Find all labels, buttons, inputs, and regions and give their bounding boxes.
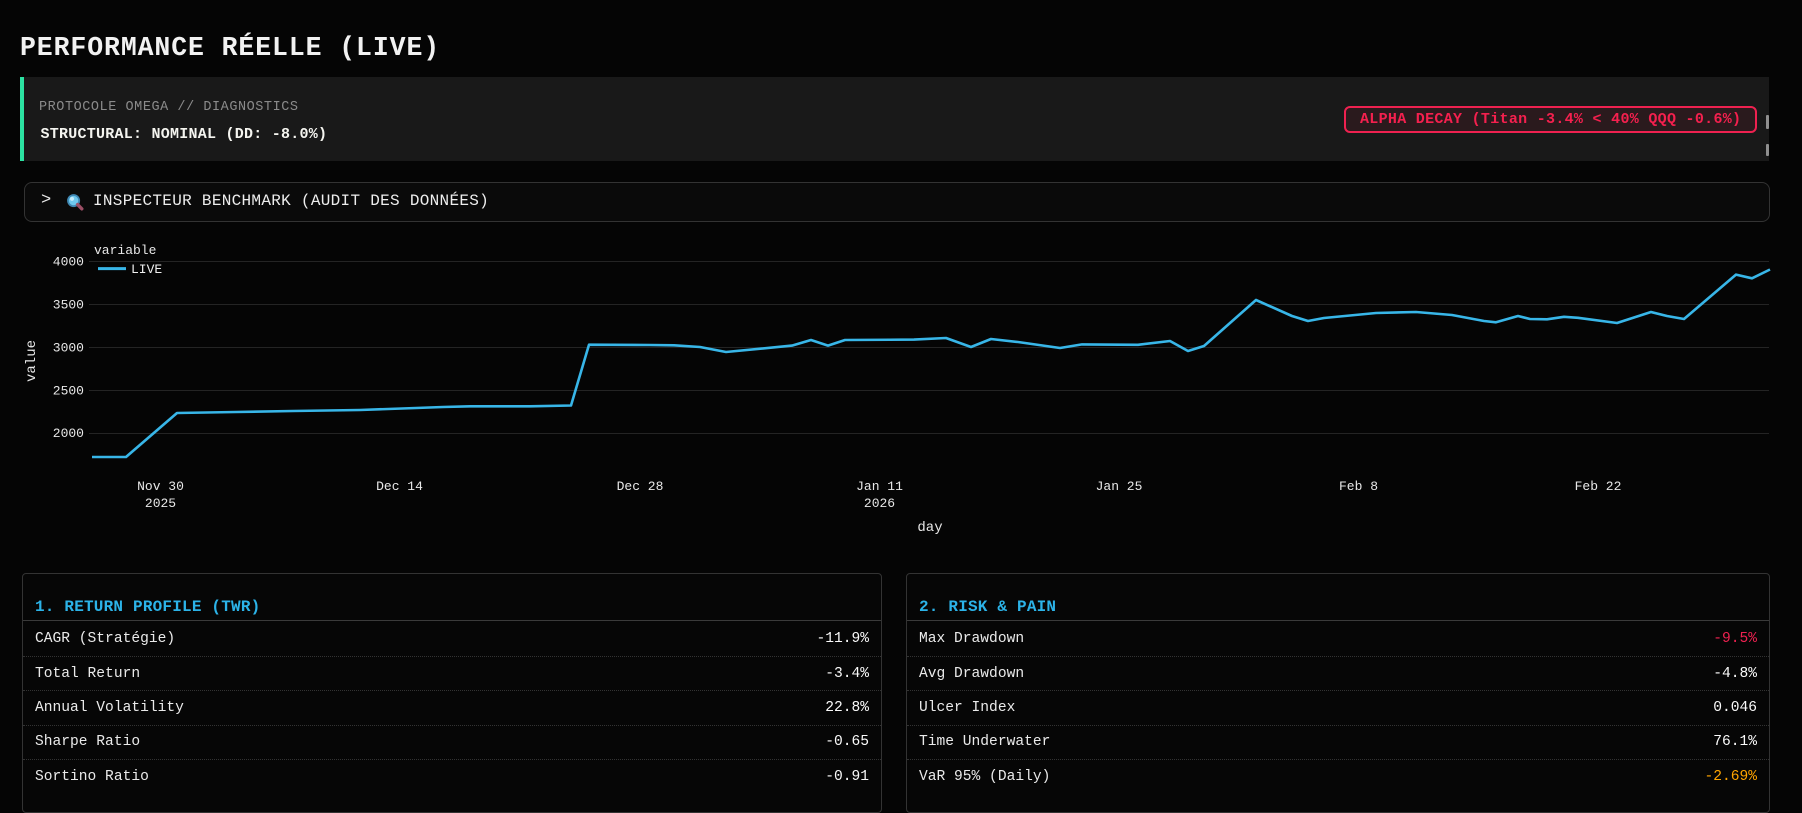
svg-text:2000: 2000 <box>53 426 84 441</box>
svg-text:4000: 4000 <box>53 255 84 270</box>
svg-text:2500: 2500 <box>53 383 84 398</box>
svg-text:Feb 8: Feb 8 <box>1339 479 1378 494</box>
svg-text:Dec 28: Dec 28 <box>617 479 664 494</box>
svg-text:2026: 2026 <box>864 496 895 511</box>
svg-text:LIVE: LIVE <box>131 262 162 277</box>
svg-text:value: value <box>24 340 40 382</box>
svg-text:3500: 3500 <box>53 298 84 313</box>
svg-text:Jan 25: Jan 25 <box>1096 479 1143 494</box>
svg-text:Nov 30: Nov 30 <box>137 479 184 494</box>
svg-text:2025: 2025 <box>145 496 176 511</box>
svg-text:Dec 14: Dec 14 <box>376 479 423 494</box>
svg-text:day: day <box>917 520 942 536</box>
svg-text:Jan 11: Jan 11 <box>856 479 903 494</box>
svg-text:variable: variable <box>94 243 156 258</box>
svg-text:Feb 22: Feb 22 <box>1575 479 1622 494</box>
svg-text:3000: 3000 <box>53 340 84 355</box>
